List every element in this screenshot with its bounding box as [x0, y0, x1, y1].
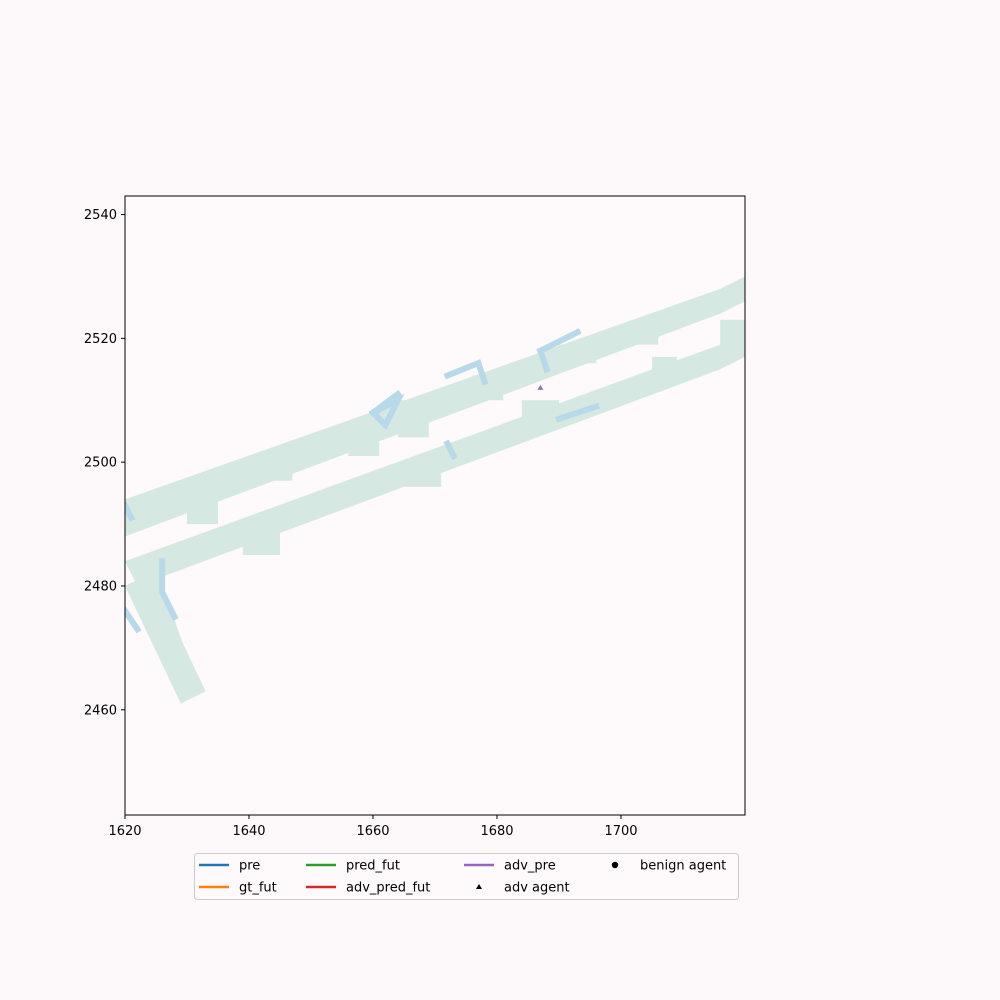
- road-pad: [404, 462, 442, 487]
- legend-label: pre: [239, 859, 260, 874]
- legend-label: adv_pred_fut: [346, 881, 430, 896]
- x-tick-label: 1680: [480, 824, 513, 839]
- legend-label: adv_pre: [504, 859, 556, 874]
- y-tick-label: 2480: [84, 579, 117, 594]
- y-tick-label: 2520: [84, 332, 117, 347]
- legend-label: adv agent: [504, 881, 570, 896]
- road-pad: [521, 400, 559, 425]
- y-tick-label: 2540: [84, 208, 117, 223]
- legend-entry: adv_pre: [464, 859, 556, 874]
- lane-marking: [443, 439, 458, 461]
- plot-background: [125, 196, 745, 815]
- y-tick-label: 2500: [84, 456, 117, 471]
- road-pad: [187, 493, 218, 525]
- legend-entry: benign agent: [611, 859, 726, 874]
- legend-entry: adv_pred_fut: [306, 881, 430, 896]
- legend-label: gt_fut: [239, 881, 277, 896]
- adv-agent-marker: [537, 384, 544, 390]
- lane-marking-layer: [125, 328, 600, 634]
- legend-entry: pred_fut: [306, 859, 400, 874]
- lane-marking: [536, 347, 551, 374]
- legend-swatch-triangle: [476, 884, 482, 889]
- legend-entry: gt_fut: [199, 881, 277, 896]
- x-tick-label: 1700: [604, 824, 637, 839]
- road-segment: [125, 332, 745, 586]
- legend-entry: pre: [199, 859, 260, 874]
- road-pad: [633, 319, 659, 345]
- x-axis: 1620 1640 1660 1680 1700: [108, 815, 638, 839]
- road-pad: [261, 456, 293, 481]
- road-pad: [472, 375, 504, 401]
- road-pad: [348, 431, 380, 456]
- lane-marking: [555, 402, 600, 423]
- x-tick-label: 1640: [232, 824, 265, 839]
- legend: pre gt_fut pred_fut adv_pred_fut adv_preadv …: [194, 853, 739, 900]
- lane-marking: [125, 501, 136, 522]
- road-pad: [652, 356, 677, 382]
- x-tick-label: 1620: [108, 824, 141, 839]
- lane-marking: [368, 389, 402, 417]
- plot-frame: [124, 195, 746, 816]
- y-axis: 2460 2480 2500 2520 2540: [84, 208, 125, 718]
- road-pad: [559, 344, 597, 364]
- x-tick-label: 1660: [356, 824, 389, 839]
- legend-label: benign agent: [640, 859, 726, 874]
- legend-swatch-circle: [611, 861, 619, 869]
- road-pad: [397, 400, 429, 438]
- road-layer: [125, 276, 745, 704]
- road-segment: [137, 561, 194, 679]
- road-pad: [242, 530, 280, 555]
- lane-marking: [443, 359, 489, 386]
- y-tick-label: 2460: [84, 703, 117, 718]
- legend-label: pred_fut: [346, 859, 400, 874]
- agent-layer: [537, 384, 544, 390]
- legend-entry: adv agent: [476, 881, 570, 896]
- road-pad: [720, 319, 745, 357]
- lane-marking: [536, 328, 582, 355]
- lane-marking: [125, 606, 142, 634]
- lane-marking: [159, 558, 179, 621]
